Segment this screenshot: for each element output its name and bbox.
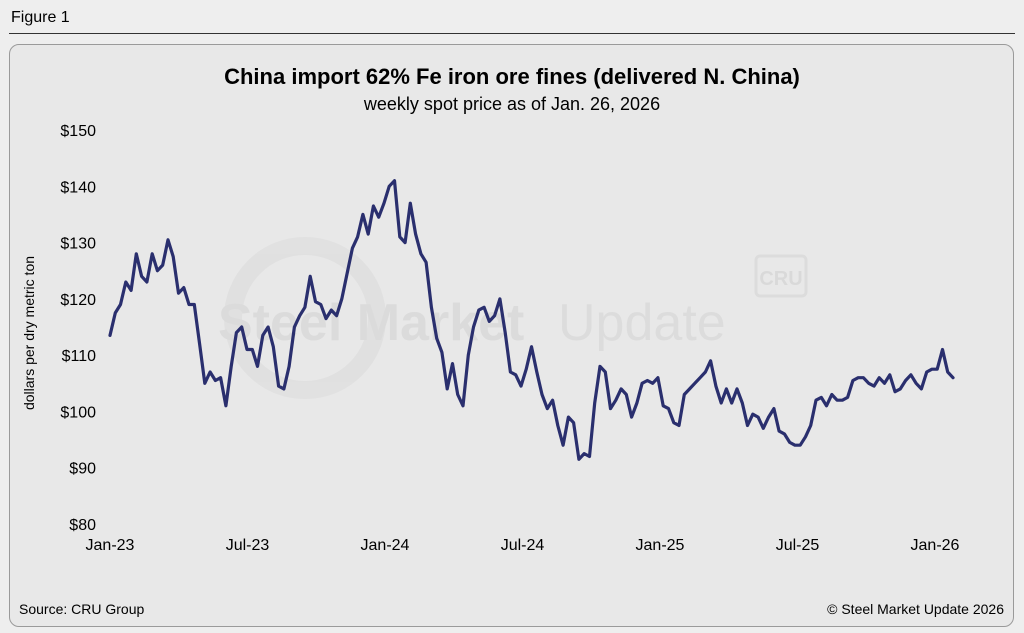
source-note: Source: CRU Group bbox=[19, 601, 145, 617]
x-tick-label: Jan-25 bbox=[636, 537, 685, 554]
y-tick-label: $80 bbox=[69, 517, 96, 534]
x-tick-label: Jul-24 bbox=[501, 537, 545, 554]
y-tick-label: $140 bbox=[60, 179, 96, 196]
watermark-badge bbox=[754, 254, 808, 298]
series-group bbox=[108, 179, 955, 461]
y-tick-label: $120 bbox=[60, 292, 96, 309]
y-tick-label: $130 bbox=[60, 236, 96, 253]
copyright-note: © Steel Market Update 2026 bbox=[827, 601, 1004, 617]
chart-subtitle: weekly spot price as of Jan. 26, 2026 bbox=[363, 94, 661, 114]
x-tick-label: Jan-26 bbox=[911, 537, 960, 554]
y-tick-label: $100 bbox=[60, 404, 96, 421]
series-line bbox=[108, 179, 955, 461]
watermark-logo-ring bbox=[224, 237, 386, 399]
figure-label: Figure 1 bbox=[11, 9, 70, 26]
header-rule bbox=[9, 33, 1015, 34]
y-tick-label: $110 bbox=[62, 348, 97, 365]
x-tick-label: Jan-24 bbox=[361, 537, 410, 554]
x-axis: Jan-23 Jul-23 Jan-24 Jul-24 Jan-25 Jul-25 Jan-… bbox=[86, 537, 960, 554]
chart-panel bbox=[9, 44, 1014, 627]
watermark-text-bold: Steel Market bbox=[218, 294, 524, 352]
x-tick-label: Jan-23 bbox=[86, 537, 135, 554]
y-tick-label: $150 bbox=[60, 123, 96, 140]
y-axis-label: dollars per dry metric ton bbox=[21, 256, 37, 410]
chart-title: China import 62% Fe iron ore fines (deli… bbox=[224, 64, 800, 89]
watermark: Steel Market Update CRU bbox=[218, 237, 808, 399]
y-axis: $80 $90 $100 $110 $120 $130 $140 $150 bbox=[60, 123, 96, 534]
y-tick-label: $90 bbox=[69, 461, 96, 478]
watermark-text-light: Update bbox=[558, 294, 726, 352]
x-tick-label: Jul-25 bbox=[776, 537, 820, 554]
watermark-badge-text: CRU bbox=[759, 268, 802, 290]
x-tick-label: Jul-23 bbox=[226, 537, 270, 554]
